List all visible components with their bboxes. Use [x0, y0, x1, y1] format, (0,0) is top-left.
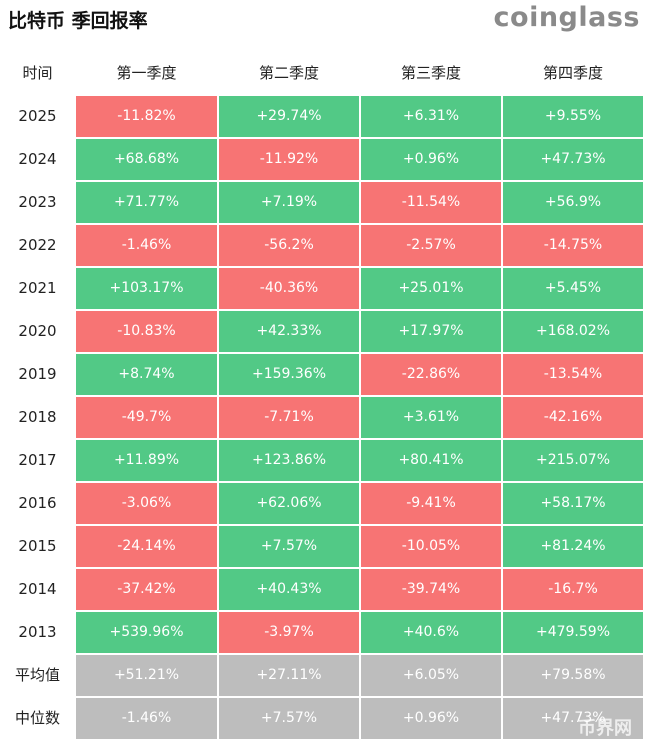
- return-cell: +6.31%: [361, 96, 501, 137]
- return-cell: -9.41%: [361, 483, 501, 524]
- return-cell: +71.77%: [76, 182, 217, 223]
- row-label: 2019: [18, 365, 57, 383]
- summary-cell: +79.58%: [503, 655, 643, 696]
- return-cell: +42.33%: [219, 311, 359, 352]
- return-cell: +80.41%: [361, 440, 501, 481]
- return-cell: +0.96%: [361, 139, 501, 180]
- return-cell: +7.57%: [219, 526, 359, 567]
- summary-cell: +0.96%: [361, 698, 501, 739]
- summary-label: 中位数: [14, 709, 60, 727]
- return-cell: +56.9%: [503, 182, 643, 223]
- return-cell: +62.06%: [219, 483, 359, 524]
- return-cell: +3.61%: [361, 397, 501, 438]
- summary-cell: +6.05%: [361, 655, 501, 696]
- return-cell: +123.86%: [219, 440, 359, 481]
- return-cell: +103.17%: [76, 268, 217, 309]
- return-cell: +25.01%: [361, 268, 501, 309]
- summary-cell: +27.11%: [219, 655, 359, 696]
- return-cell: -2.57%: [361, 225, 501, 266]
- return-cell: -3.97%: [219, 612, 359, 653]
- return-cell: +8.74%: [76, 354, 217, 395]
- return-cell: +215.07%: [503, 440, 643, 481]
- return-cell: -11.92%: [219, 139, 359, 180]
- return-cell: +168.02%: [503, 311, 643, 352]
- return-cell: -10.83%: [76, 311, 217, 352]
- summary-cell: -1.46%: [76, 698, 217, 739]
- column-header: 第三季度: [400, 64, 461, 82]
- row-label: 2023: [18, 193, 57, 211]
- return-cell: +159.36%: [219, 354, 359, 395]
- return-cell: -16.7%: [503, 569, 643, 610]
- return-cell: +479.59%: [503, 612, 643, 653]
- return-cell: +47.73%: [503, 139, 643, 180]
- return-cell: +81.24%: [503, 526, 643, 567]
- row-label: 2016: [18, 494, 57, 512]
- watermark: 币界网: [578, 718, 632, 739]
- column-header: 第二季度: [258, 64, 319, 82]
- return-cell: -37.42%: [76, 569, 217, 610]
- logo: coinglass: [493, 2, 640, 33]
- return-cell: +58.17%: [503, 483, 643, 524]
- return-cell: +11.89%: [76, 440, 217, 481]
- row-label: 2024: [18, 150, 57, 168]
- return-cell: +29.74%: [219, 96, 359, 137]
- return-cell: -3.06%: [76, 483, 217, 524]
- return-cell: -40.36%: [219, 268, 359, 309]
- return-cell: -13.54%: [503, 354, 643, 395]
- return-cell: -24.14%: [76, 526, 217, 567]
- return-cell: -14.75%: [503, 225, 643, 266]
- return-cell: -42.16%: [503, 397, 643, 438]
- row-label: 2015: [18, 537, 57, 555]
- row-label: 2013: [18, 623, 57, 641]
- return-cell: -11.82%: [76, 96, 217, 137]
- return-cell: +68.68%: [76, 139, 217, 180]
- row-label: 2021: [18, 279, 57, 297]
- return-cell: +539.96%: [76, 612, 217, 653]
- return-cell: -10.05%: [361, 526, 501, 567]
- return-cell: +17.97%: [361, 311, 501, 352]
- return-cell: +5.45%: [503, 268, 643, 309]
- column-header: 时间: [22, 64, 53, 82]
- return-cell: +7.19%: [219, 182, 359, 223]
- row-label: 2014: [18, 580, 57, 598]
- summary-cell: +51.21%: [76, 655, 217, 696]
- return-cell: -49.7%: [76, 397, 217, 438]
- return-cell: -11.54%: [361, 182, 501, 223]
- return-cell: -1.46%: [76, 225, 217, 266]
- return-cell: -22.86%: [361, 354, 501, 395]
- row-label: 2025: [18, 107, 57, 125]
- return-cell: +40.43%: [219, 569, 359, 610]
- column-header: 第一季度: [116, 64, 177, 82]
- return-cell: -56.2%: [219, 225, 359, 266]
- return-cell: -39.74%: [361, 569, 501, 610]
- column-header: 第四季度: [542, 64, 603, 82]
- row-label: 2017: [18, 451, 57, 469]
- row-label: 2018: [18, 408, 57, 426]
- row-label: 2022: [18, 236, 57, 254]
- summary-cell: +7.57%: [219, 698, 359, 739]
- row-label: 2020: [18, 322, 57, 340]
- title: 比特币 季回报率: [8, 10, 148, 32]
- return-cell: +40.6%: [361, 612, 501, 653]
- return-cell: +9.55%: [503, 96, 643, 137]
- summary-label: 平均值: [14, 666, 60, 684]
- summary-cell: +47.73%: [503, 698, 643, 739]
- return-cell: -7.71%: [219, 397, 359, 438]
